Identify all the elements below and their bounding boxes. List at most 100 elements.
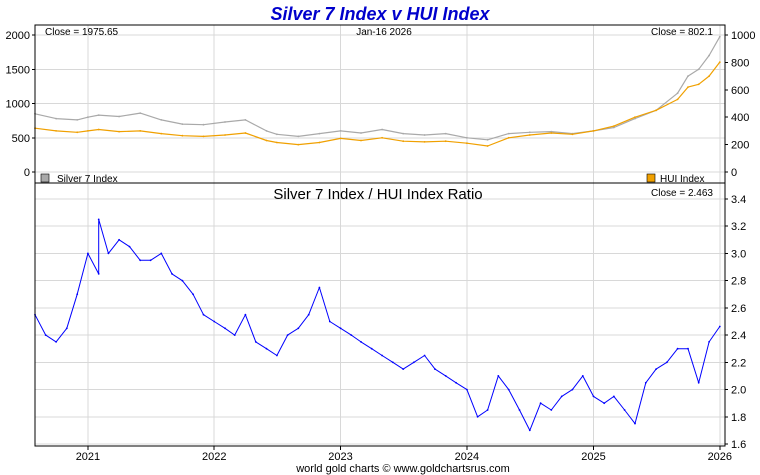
silver7-series-point-33 (687, 75, 689, 77)
hui-series-point-12 (265, 139, 268, 142)
hui-series-point-25 (528, 134, 531, 136)
hui-series-point-19 (402, 140, 405, 143)
left-tick-label-1: 500 (12, 133, 30, 145)
footer-credit: world gold charts © www.goldchartsrus.co… (295, 463, 510, 475)
x-tick-label-2023: 2023 (328, 451, 352, 463)
silver7-series-point-20 (423, 134, 426, 136)
hui-series-point-13 (276, 141, 278, 144)
ratio-series-point-25 (286, 334, 289, 336)
left-tick-label-0: 0 (24, 167, 30, 179)
silver7-series-point-4 (97, 114, 100, 116)
hui-series-point-33 (687, 86, 689, 88)
ratio-series-point-56 (613, 395, 615, 398)
ratio-series-point-59 (644, 381, 647, 384)
ratio-series-point-26 (297, 327, 300, 330)
hui-series-point-28 (592, 130, 595, 132)
ratio-series-line (34, 218, 721, 431)
ratio-series-point-20 (233, 334, 236, 336)
ratio-series-point-27 (307, 313, 310, 316)
legend-silver7-label: Silver 7 Index (57, 174, 118, 185)
silver7-series-point-35 (708, 54, 710, 57)
ratio-series-point-4 (76, 293, 79, 296)
hui-series-point-6 (139, 130, 142, 132)
silver7-series-point-17 (360, 132, 362, 134)
hui-series-point-4 (97, 128, 100, 131)
chart-title: Silver 7 Index v HUI Index (270, 4, 490, 24)
hui-series-point-32 (676, 98, 679, 101)
ratio-series-point-60 (655, 368, 657, 370)
ratio-series-point-8 (107, 252, 110, 255)
right-tick-label-0: 0 (731, 167, 737, 179)
ratio-series-point-29 (328, 320, 331, 323)
ratio-series-point-13 (160, 252, 163, 255)
ratio-series-point-22 (254, 341, 257, 343)
ratio-series-point-23 (265, 347, 268, 350)
silver7-series-point-2 (76, 119, 79, 121)
hui-series-point-1 (55, 130, 57, 132)
ratio-series-point-11 (139, 259, 142, 262)
ratio-series-point-28 (318, 286, 321, 289)
ratio-series-point-52 (571, 388, 574, 391)
silver7-series-point-22 (466, 136, 468, 139)
ratio-series-point-19 (224, 327, 226, 330)
hui-series-point-7 (160, 132, 163, 135)
ratio-series-point-45 (497, 375, 500, 377)
ratio-tick-label-6: 2.8 (731, 276, 746, 288)
ratio-series-point-37 (413, 361, 415, 364)
silver7-series-point-26 (550, 130, 553, 133)
silver7-series-point-3 (87, 116, 89, 119)
hui-series-point-8 (181, 134, 184, 137)
ratio-series-point-43 (476, 415, 479, 418)
ratio-tick-label-0: 1.6 (731, 439, 746, 451)
right-tick-label-2: 400 (731, 112, 749, 124)
ratio-series-point-9 (118, 238, 120, 241)
ratio-series-point-46 (507, 388, 510, 391)
silver7-series-point-1 (55, 117, 57, 120)
ratio-series-point-14 (171, 273, 173, 275)
hui-series-point-11 (244, 132, 247, 134)
silver7-series-point-10 (224, 121, 226, 123)
ratio-series-point-38 (423, 354, 426, 357)
ratio-tick-label-2: 2.0 (731, 385, 746, 397)
ratio-series-point-21 (244, 313, 247, 316)
ratio-series-point-18 (213, 320, 216, 323)
hui-series-point-23 (486, 145, 489, 147)
ratio-series-point-48 (528, 429, 531, 432)
silver7-series-point-18 (381, 128, 383, 131)
ratio-series-point-3 (65, 327, 68, 330)
ratio-series-point-34 (381, 354, 383, 357)
hui-series-point-24 (507, 136, 510, 139)
ratio-series-point-44 (486, 409, 489, 411)
ratio-tick-label-3: 2.2 (731, 357, 746, 369)
silver7-series-point-12 (265, 130, 268, 132)
ratio-tick-label-7: 3.0 (731, 248, 746, 260)
ratio-series-point-61 (666, 361, 668, 364)
legend-hui-label: HUI Index (660, 174, 704, 185)
ratio-series-point-5 (87, 252, 89, 255)
silver7-series-point-13 (276, 133, 278, 136)
series-layer (34, 35, 721, 432)
ratio-series-point-31 (350, 334, 353, 336)
hui-series-point-27 (571, 133, 574, 136)
ratio-series-point-30 (339, 327, 342, 330)
silver7-series-point-6 (139, 112, 142, 114)
silver7-series-point-14 (297, 135, 300, 138)
hui-series-point-5 (118, 130, 120, 133)
hui-series-point-22 (466, 142, 468, 145)
ratio-series-point-17 (202, 313, 205, 316)
legend-silver7-swatch (40, 173, 50, 183)
ratio-series-point-16 (192, 293, 195, 296)
ratio-series-point-32 (360, 341, 362, 343)
ratio-series-point-62 (676, 347, 679, 350)
hui-series-point-34 (697, 83, 700, 86)
silver7-series-point-16 (339, 130, 342, 132)
ratio-tick-label-8: 3.2 (731, 221, 746, 233)
silver7-series-point-34 (697, 68, 700, 71)
ratio-series-point-33 (370, 347, 373, 350)
ratio-series-point-66 (718, 325, 721, 328)
ratio-series-point-42 (466, 388, 468, 391)
hui-series-line (34, 61, 721, 147)
ratio-series-point-39 (434, 368, 436, 370)
ratio-series-point-65 (708, 341, 710, 343)
